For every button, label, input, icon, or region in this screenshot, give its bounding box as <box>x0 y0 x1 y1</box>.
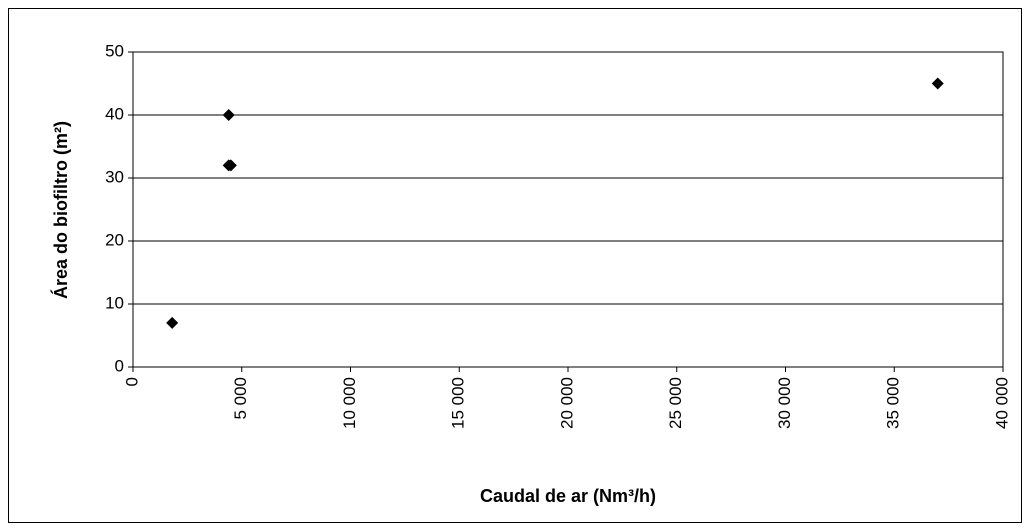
chart-frame <box>8 8 1022 523</box>
point <box>166 316 179 329</box>
y-tick-label: 50 <box>105 41 124 60</box>
y-tick-label: 30 <box>105 167 124 186</box>
y-tick-label: 10 <box>105 293 124 312</box>
x-tick-label: 25 000 <box>666 377 685 429</box>
y-tick-label: 0 <box>115 356 124 375</box>
x-tick-label: 5 000 <box>231 377 250 420</box>
x-tick-label: 35 000 <box>884 377 903 429</box>
y-tick-label: 40 <box>105 104 124 123</box>
point <box>222 109 235 121</box>
x-tick-label: 20 000 <box>557 377 576 429</box>
x-tick-label: 15 000 <box>449 377 468 429</box>
x-axis-title: Caudal de ar (Nm³/h) <box>480 486 656 506</box>
x-tick-label: 30 000 <box>775 377 794 429</box>
y-axis-title: Área do biofiltro (m²) <box>50 121 71 299</box>
point <box>931 77 944 90</box>
y-tick-label: 20 <box>105 230 124 249</box>
plot-border <box>132 51 1004 368</box>
x-tick-label: 40 000 <box>992 377 1011 429</box>
x-tick-label: 0 <box>122 377 141 386</box>
x-tick-label: 10 000 <box>340 377 359 429</box>
point <box>224 159 237 172</box>
